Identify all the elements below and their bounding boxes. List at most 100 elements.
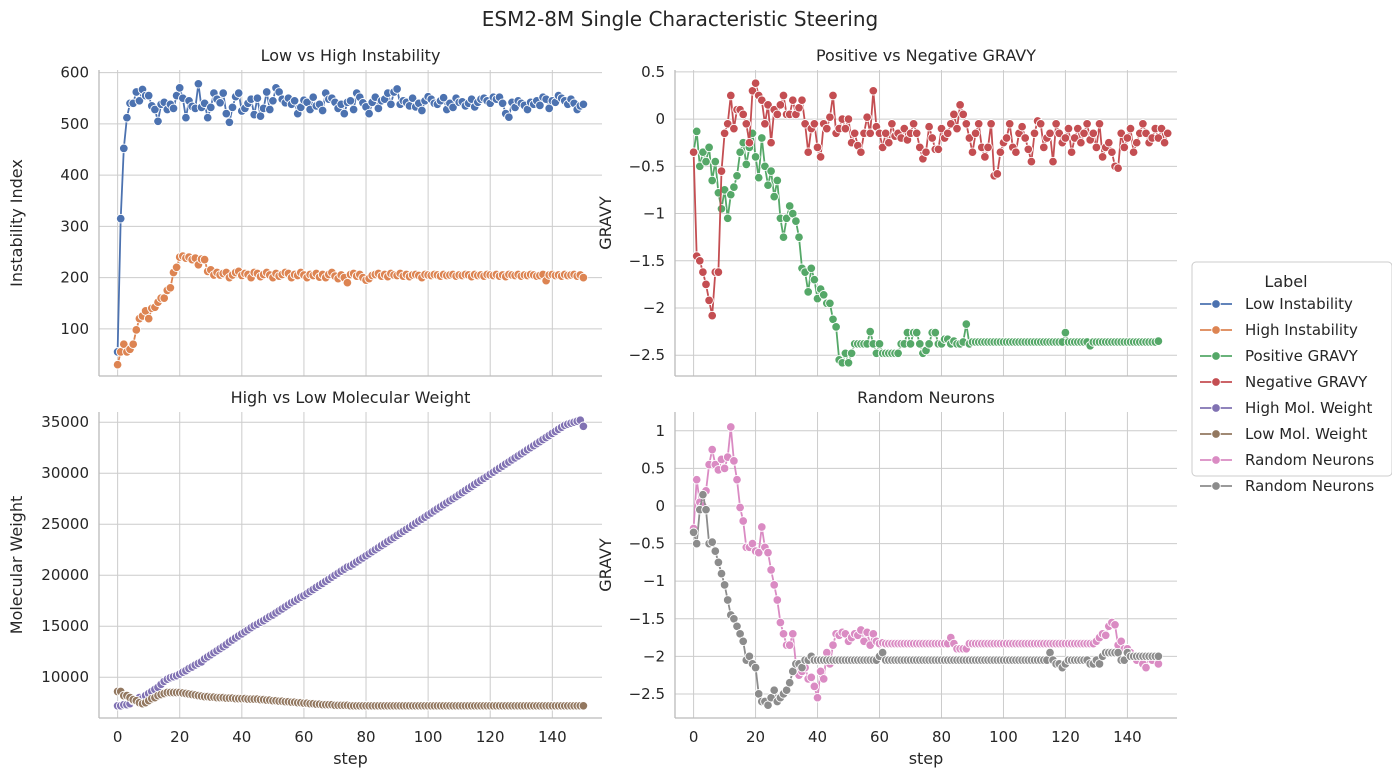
data-point: [815, 152, 826, 162]
data-point: [880, 128, 891, 139]
data-point: [911, 128, 922, 139]
data-point: [704, 295, 714, 306]
data-point: [407, 93, 418, 103]
data-point: [227, 102, 238, 113]
data-point: [831, 322, 841, 332]
data-point: [763, 180, 773, 190]
data-point: [707, 175, 717, 186]
data-point: [199, 254, 210, 265]
x-tick-label: 20: [746, 728, 765, 746]
data-point: [1153, 336, 1164, 346]
y-tick-label: 0.5: [641, 459, 665, 477]
data-point: [1097, 152, 1108, 162]
y-tick-label: 0: [655, 497, 665, 515]
data-point: [698, 267, 708, 277]
data-point: [766, 565, 776, 575]
subplot-title: Positive vs Negative GRAVY: [816, 46, 1036, 65]
data-point: [757, 95, 767, 105]
data-point: [775, 617, 786, 628]
data-point: [846, 348, 857, 359]
data-point: [803, 147, 813, 157]
y-tick-label: 1: [655, 422, 665, 440]
data-point: [729, 182, 739, 192]
data-point: [1029, 128, 1040, 139]
legend-frame: [1191, 261, 1392, 477]
data-point: [698, 147, 708, 157]
legend-swatch-marker: [1211, 377, 1221, 387]
x-tick-label: 140: [1113, 728, 1142, 746]
y-tick-label: 30000: [41, 464, 89, 482]
data-point: [128, 339, 138, 349]
data-point: [775, 100, 786, 110]
data-point: [342, 277, 353, 288]
data-point: [722, 213, 733, 224]
subplot-title: Random Neurons: [857, 388, 995, 407]
data-point: [936, 123, 947, 134]
y-tick-label: −2.5: [629, 685, 665, 703]
data-point: [794, 232, 804, 242]
data-point: [788, 95, 798, 105]
data-point: [578, 99, 589, 110]
x-tick-label: 40: [808, 728, 827, 746]
data-point: [778, 90, 789, 101]
data-point: [818, 674, 829, 684]
data-point: [803, 287, 813, 297]
data-point: [345, 96, 356, 106]
data-point: [1082, 119, 1092, 129]
data-point: [1094, 119, 1105, 129]
data-point: [224, 117, 235, 128]
x-tick-label: 0: [113, 728, 123, 746]
data-point: [760, 161, 770, 172]
legend-swatch-marker: [1211, 351, 1221, 361]
data-point: [772, 595, 783, 605]
data-point: [753, 547, 764, 558]
data-point: [688, 527, 699, 538]
data-point: [265, 104, 275, 115]
data-point: [1054, 128, 1064, 139]
data-point: [825, 112, 835, 122]
legend-label: Low Instability: [1245, 295, 1353, 313]
x-tick-label: 60: [294, 728, 313, 746]
data-point: [386, 99, 396, 110]
data-point: [778, 629, 789, 639]
data-point: [986, 119, 996, 129]
data-point: [893, 348, 903, 359]
data-point: [221, 108, 232, 119]
x-tick-label: 0: [689, 728, 699, 746]
data-point: [924, 339, 934, 349]
data-point: [1051, 119, 1061, 129]
data-point: [168, 103, 179, 114]
y-tick-label: 10000: [41, 668, 89, 686]
data-point: [738, 109, 748, 120]
data-point: [763, 100, 773, 110]
legend-label: High Mol. Weight: [1245, 399, 1372, 417]
data-point: [865, 128, 875, 139]
data-point: [791, 216, 801, 226]
data-point: [825, 298, 835, 309]
data-point: [268, 96, 278, 106]
data-point: [744, 137, 755, 148]
data-point: [722, 595, 733, 605]
data-point: [946, 119, 956, 129]
data-point: [688, 147, 699, 157]
data-point: [1104, 137, 1114, 148]
series-2: [112, 686, 589, 711]
data-point: [822, 123, 832, 134]
data-point: [874, 339, 885, 349]
series-2: [688, 489, 1164, 710]
data-point: [887, 119, 897, 129]
data-point: [1141, 662, 1151, 673]
legend-swatch-marker: [1211, 325, 1221, 335]
legend-entry: Negative GRAVY: [1200, 373, 1368, 391]
y-tick-label: 15000: [41, 617, 89, 635]
data-point: [788, 629, 798, 639]
y-tick-label: −1.5: [629, 252, 665, 270]
data-point: [849, 128, 860, 139]
x-tick-label: 100: [414, 728, 443, 746]
legend-label: High Instability: [1245, 321, 1358, 339]
data-point: [766, 137, 776, 148]
data-point: [806, 263, 817, 274]
data-point: [1110, 620, 1120, 630]
data-point: [691, 126, 702, 137]
data-point: [115, 213, 126, 224]
